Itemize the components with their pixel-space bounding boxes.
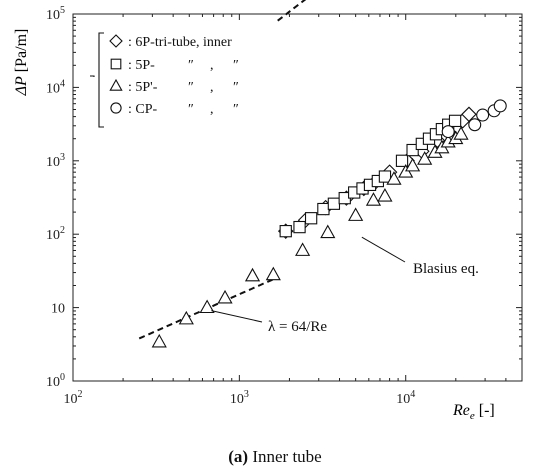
- legend-ditto: ,: [210, 102, 214, 117]
- square-point: [279, 225, 292, 238]
- annotation-label: λ = 64/Re: [268, 319, 327, 335]
- legend-label: : 6P-tri-tube, inner: [128, 35, 232, 50]
- triangle-point: [320, 224, 336, 239]
- legend-triangle-icon: [109, 78, 123, 91]
- x-axis-ticks: 102 103 104: [64, 14, 523, 407]
- triangle-point: [244, 267, 261, 282]
- y-tick-base: 10: [46, 155, 60, 170]
- y-tick-exponent: 0: [60, 372, 65, 383]
- y-axis-label-main: ΔP: [13, 76, 30, 96]
- x-axis-label: Ree [-]: [452, 402, 495, 422]
- triangle-point: [453, 126, 469, 140]
- y-tick-base: 10: [46, 8, 60, 23]
- legend-label: : 5P'-: [128, 80, 158, 95]
- x-tick-exponent: 3: [244, 389, 249, 400]
- y-tick-label: 102: [46, 225, 65, 243]
- triangle-point: [295, 242, 311, 256]
- y-tick-exponent: 4: [60, 78, 65, 89]
- triangle-point: [151, 333, 167, 348]
- x-axis-label-unit: [-]: [475, 402, 495, 419]
- legend-label: : 5P-: [128, 58, 155, 73]
- legend-ditto: ″: [188, 80, 194, 95]
- diamond-point: [461, 106, 477, 123]
- legend-diamond-icon: [109, 34, 123, 48]
- y-tick-base: 10: [46, 81, 60, 96]
- square-point: [448, 114, 462, 128]
- x-tick-label: 103: [230, 389, 249, 407]
- circle-point: [476, 108, 490, 122]
- square-point: [304, 212, 318, 225]
- x-tick-base: 10: [64, 392, 78, 407]
- square-point: [327, 197, 341, 210]
- annotations: Blasius eq. λ = 64/Re: [211, 236, 479, 335]
- square-point: [406, 143, 419, 157]
- legend-ditto: ,: [210, 58, 214, 73]
- circle-point: [441, 125, 455, 139]
- x-tick-exponent: 2: [78, 389, 83, 400]
- legend-bracket-tick: [90, 75, 95, 77]
- y-tick-exponent: 3: [60, 152, 65, 163]
- y-tick-exponent: 2: [60, 225, 65, 236]
- square-point: [378, 170, 392, 183]
- legend-circle-icon: [110, 102, 122, 114]
- square-point: [395, 154, 409, 167]
- triangle-point: [365, 192, 382, 206]
- annotation-label: Blasius eq.: [413, 261, 479, 277]
- x-tick-exponent: 4: [410, 389, 415, 400]
- triangle-point: [417, 151, 433, 165]
- plot-border: [72, 13, 523, 382]
- x-tick-label: 104: [396, 389, 415, 407]
- y-tick-label: 104: [46, 78, 65, 96]
- data-points: [151, 99, 507, 348]
- y-tick-label: 105: [46, 5, 65, 23]
- triangle-point: [348, 207, 364, 221]
- x-tick-label: 102: [64, 389, 83, 407]
- triangle-point: [217, 289, 233, 304]
- legend-label: : CP-: [128, 102, 158, 117]
- triangle-point: [178, 310, 194, 325]
- y-tick-label: 100: [46, 372, 65, 390]
- circle-point: [493, 99, 507, 113]
- figure-caption: (a) Inner tube: [228, 447, 321, 466]
- annotation-leader: [361, 236, 406, 263]
- legend-bracket: [98, 32, 104, 128]
- legend-ditto: ″: [188, 58, 194, 73]
- circle-point: [468, 118, 482, 132]
- square-point: [317, 202, 330, 216]
- caption-text: Inner tube: [248, 447, 322, 466]
- x-tick-base: 10: [396, 392, 410, 407]
- y-tick-base: 10: [46, 375, 60, 390]
- x-tick-base: 10: [230, 392, 244, 407]
- legend: : 6P-tri-tube, inner : 5P- ″, ″ : 5P'- ″, ″ : C…: [90, 32, 239, 128]
- legend-ditto: ″: [233, 102, 239, 117]
- legend-square-icon: [110, 58, 122, 70]
- triangle-point: [386, 171, 402, 185]
- y-tick-label: 103: [46, 152, 65, 170]
- curve-blasius: [277, 0, 307, 22]
- triangle-point: [377, 188, 393, 202]
- triangle-point: [405, 157, 421, 172]
- curves: [138, 0, 307, 340]
- x-axis-label-sub: e: [470, 410, 475, 422]
- legend-ditto: ″: [188, 102, 194, 117]
- legend-ditto: ″: [233, 58, 239, 73]
- triangle-point: [199, 299, 215, 314]
- y-tick-base: 10: [51, 302, 65, 317]
- caption-label: (a): [228, 447, 248, 466]
- plot-area: [72, 13, 523, 382]
- y-axis-label-unit: [Pa/m]: [13, 29, 30, 77]
- y-axis-label: ΔP [Pa/m]: [13, 29, 30, 97]
- y-tick-base: 10: [46, 228, 60, 243]
- legend-ditto: ″: [233, 80, 239, 95]
- legend-ditto: ,: [210, 80, 214, 95]
- square-point: [293, 220, 306, 234]
- y-tick-exponent: 5: [60, 5, 65, 16]
- x-axis-label-main: Re: [452, 402, 470, 419]
- y-tick-label: 10: [51, 302, 65, 317]
- annotation-leader: [211, 310, 263, 323]
- triangle-point: [265, 266, 281, 281]
